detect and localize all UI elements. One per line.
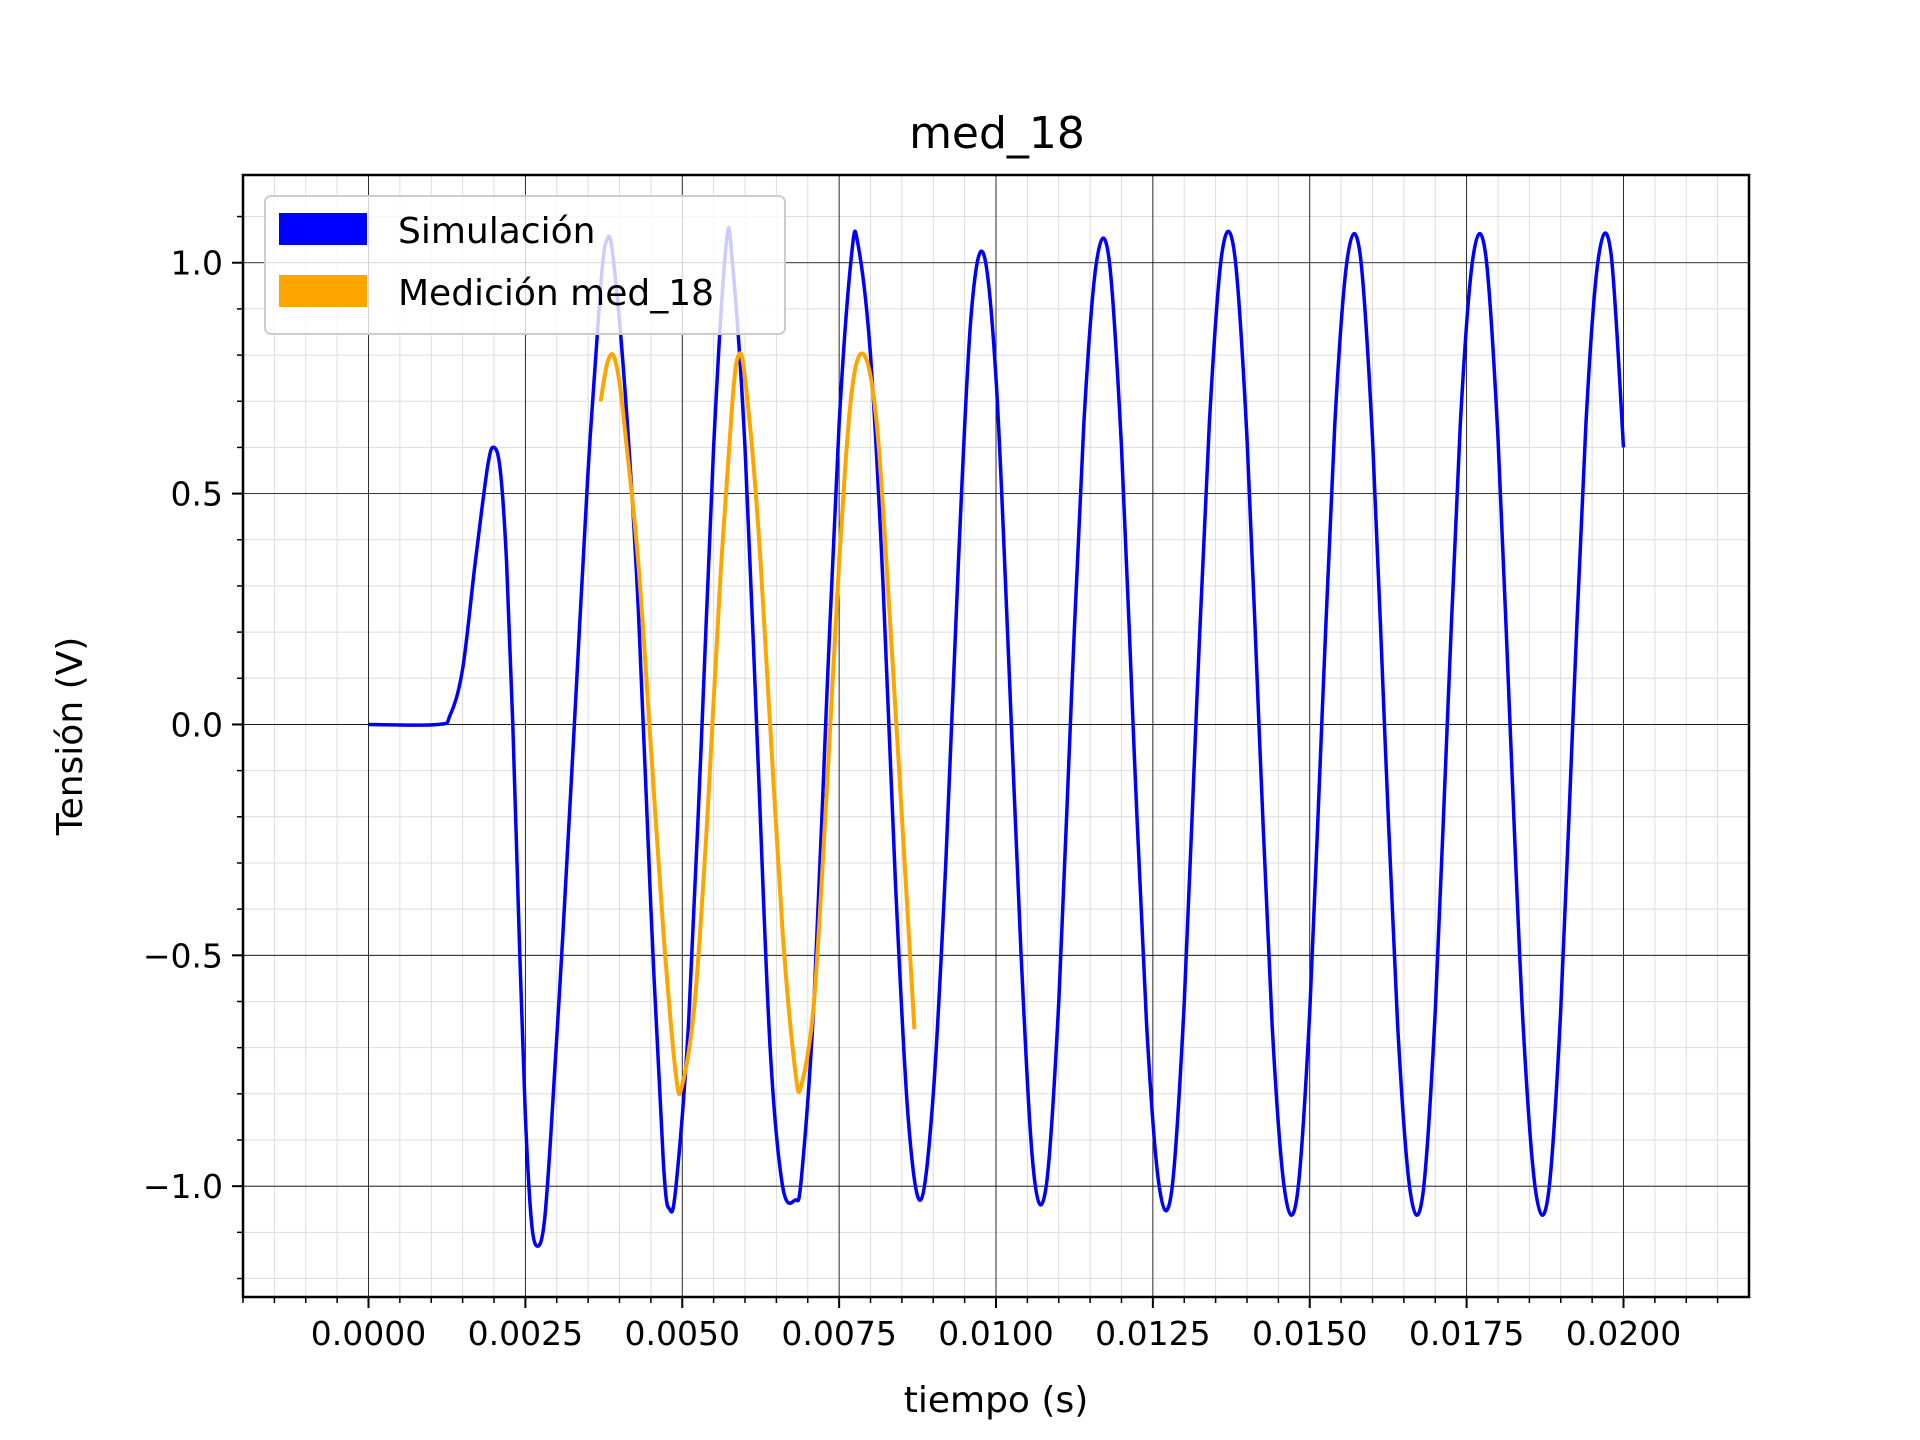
y-tick-label: 1.0	[171, 244, 223, 283]
x-tick-label: 0.0200	[1566, 1314, 1681, 1353]
y-tick-label: 0.0	[171, 705, 223, 744]
y-tick-label: −1.0	[143, 1167, 223, 1206]
legend-box	[264, 195, 786, 335]
legend: Simulación Medición med_18	[264, 195, 786, 335]
y-tick-label: −0.5	[143, 936, 223, 975]
legend-swatch-simulacion	[279, 213, 367, 245]
legend-label-medicion: Medición med_18	[398, 273, 714, 314]
legend-swatch-medicion	[279, 275, 367, 307]
x-tick-label: 0.0150	[1252, 1314, 1367, 1353]
x-tick-label: 0.0100	[938, 1314, 1053, 1353]
x-tick-label: 0.0125	[1095, 1314, 1210, 1353]
x-tick-label: 0.0025	[468, 1314, 583, 1353]
legend-label-simulacion: Simulación	[398, 211, 595, 252]
x-tick-label: 0.0050	[625, 1314, 740, 1353]
y-ticks: −1.0 −0.5 0.0 0.5 1.0	[143, 215, 243, 1280]
x-axis-label: tiempo (s)	[904, 1380, 1089, 1421]
y-axis-label: Tensión (V)	[50, 637, 91, 837]
x-ticks: 0.0000 0.0025 0.0050 0.0075 0.0100 0.0125 0.01…	[242, 1297, 1719, 1353]
series-medicion-line	[598, 351, 917, 1097]
chart-title: med_18	[909, 108, 1085, 159]
x-tick-label: 0.0075	[781, 1314, 896, 1353]
x-tick-label: 0.0000	[311, 1314, 426, 1353]
x-tick-label: 0.0175	[1409, 1314, 1524, 1353]
y-tick-label: 0.5	[171, 475, 223, 514]
